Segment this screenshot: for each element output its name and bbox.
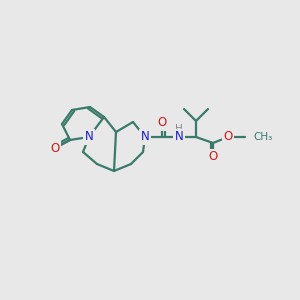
Text: O: O	[50, 142, 60, 154]
Text: O: O	[224, 130, 232, 143]
Text: CH₃: CH₃	[253, 132, 272, 142]
Text: H: H	[175, 124, 183, 134]
Text: N: N	[141, 130, 149, 143]
Text: O: O	[208, 151, 217, 164]
Text: N: N	[175, 130, 183, 143]
Text: N: N	[85, 130, 93, 143]
Text: O: O	[158, 116, 166, 130]
